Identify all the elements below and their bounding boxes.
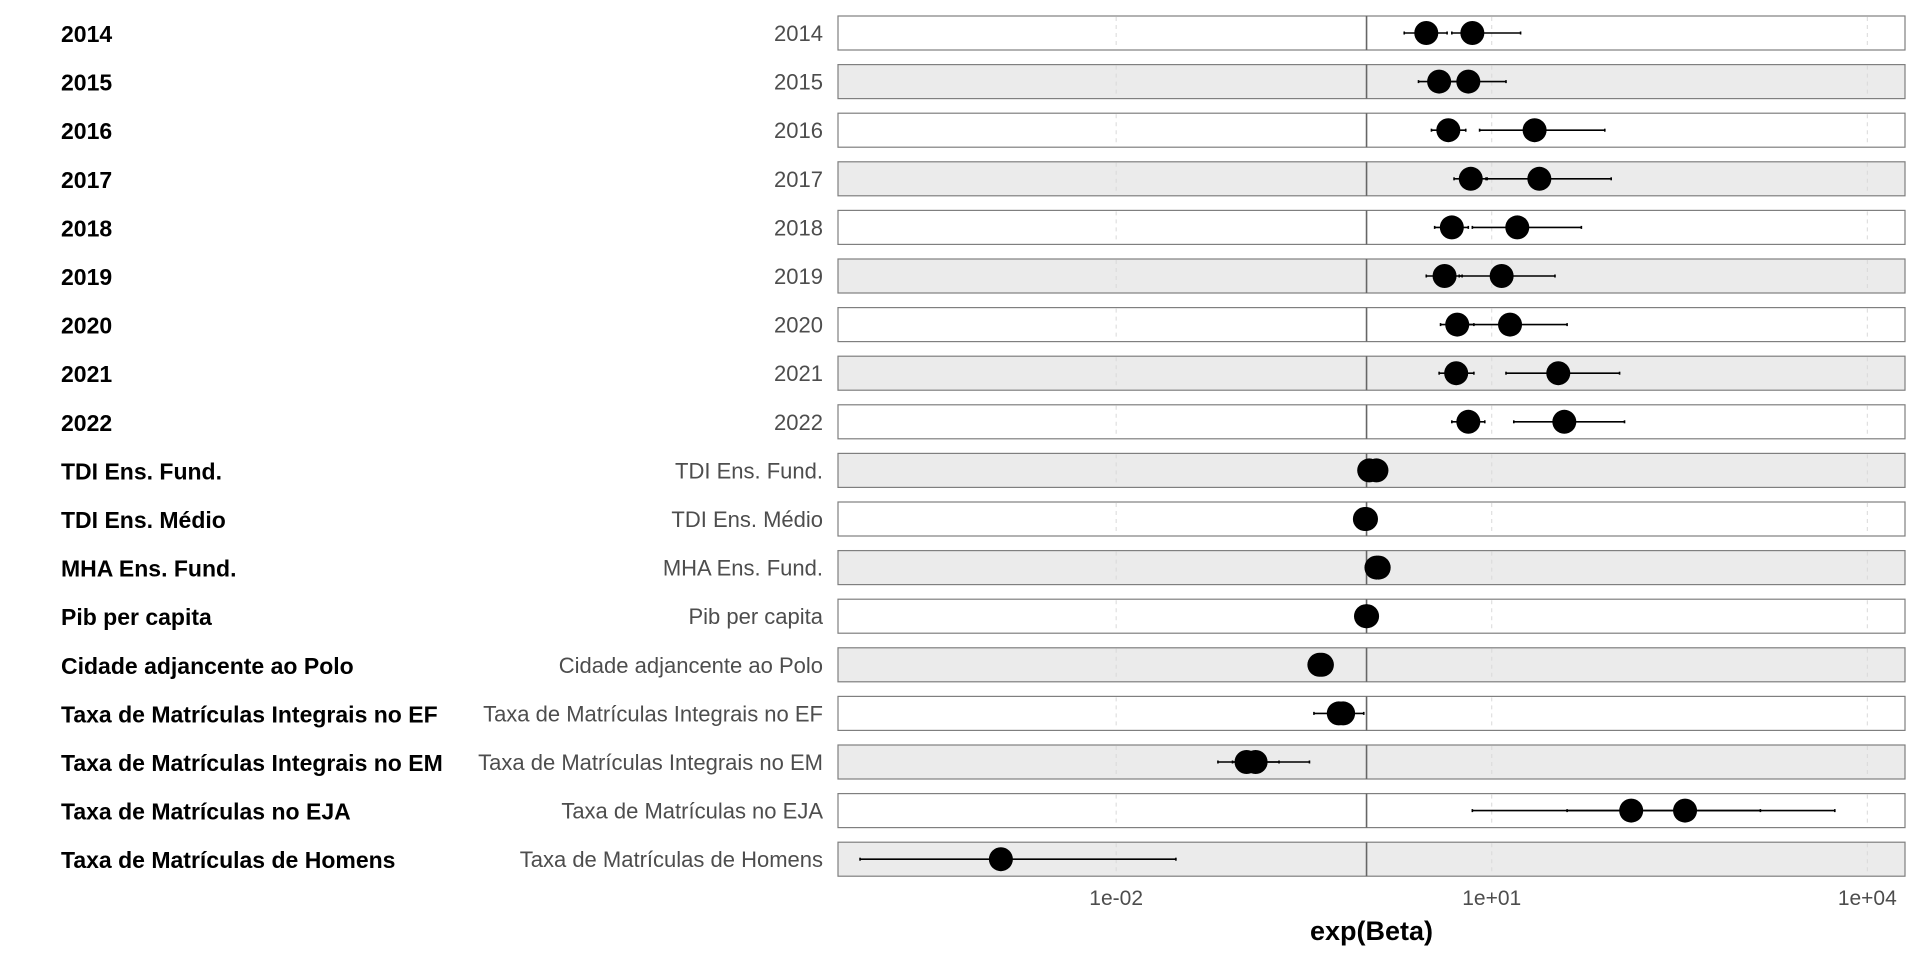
row-band	[837, 355, 1906, 391]
row-band	[837, 15, 1906, 51]
row-label-bold: 2020	[61, 313, 112, 339]
row-band	[837, 112, 1906, 148]
row-label: TDI Ens. Médio	[671, 507, 823, 532]
row-label: 2022	[774, 410, 823, 435]
row-label-bold: 2021	[61, 361, 112, 387]
row-label: 2018	[774, 215, 823, 240]
row-label: 2017	[774, 167, 823, 192]
estimate-point	[1366, 555, 1391, 580]
estimate-point	[1355, 604, 1380, 629]
row-band	[837, 307, 1906, 343]
estimate-point	[1414, 21, 1439, 45]
row-label-bold: TDI Ens. Médio	[61, 507, 226, 533]
estimate-point	[1546, 361, 1571, 386]
row-label: 2016	[774, 118, 823, 143]
estimate-point	[1309, 652, 1334, 677]
x-tick-label: 1e+04	[1838, 887, 1897, 910]
estimate-point	[1436, 118, 1461, 143]
x-tick-label: 1e-02	[1089, 887, 1143, 910]
row-band	[837, 209, 1906, 245]
row-label-bold: 2018	[61, 215, 112, 241]
row-label: 2020	[774, 313, 823, 338]
row-label-bold: 2022	[61, 410, 112, 436]
row-label: Cidade adjancente ao Polo	[559, 653, 823, 678]
x-axis-title: exp(Beta)	[1310, 916, 1433, 946]
estimate-point	[1458, 166, 1483, 191]
row-label: Pib per capita	[688, 604, 823, 629]
estimate-point	[1673, 798, 1698, 823]
estimate-point	[1444, 361, 1469, 386]
row-label: 2019	[774, 264, 823, 289]
row-label: MHA Ens. Fund.	[663, 556, 823, 581]
estimate-point	[1505, 215, 1530, 240]
row-label-bold: Pib per capita	[61, 604, 212, 630]
row-band	[837, 161, 1906, 197]
estimate-point	[988, 847, 1013, 872]
row-band	[837, 63, 1906, 100]
x-tick-label: 1e+01	[1462, 887, 1521, 910]
row-label: Taxa de Matrículas no EJA	[561, 799, 823, 824]
row-label-bold: Taxa de Matrículas de Homens	[61, 847, 395, 873]
estimate-point	[1527, 166, 1552, 191]
row-label-bold: TDI Ens. Fund.	[61, 458, 222, 484]
estimate-point	[1552, 409, 1577, 434]
estimate-point	[1498, 312, 1523, 337]
estimate-point	[1445, 312, 1470, 337]
estimate-point	[1460, 21, 1485, 45]
estimate-point	[1432, 264, 1457, 288]
row-labels: 2014 2014 2015 2015 2016 2016 2017 2017 2018 2018…	[61, 21, 824, 873]
row-label-bold: MHA Ens. Fund.	[61, 556, 236, 582]
estimate-point	[1456, 409, 1481, 434]
row-bands	[837, 15, 1906, 877]
estimate-point	[1427, 69, 1452, 94]
estimate-point	[1331, 701, 1356, 726]
row-label: 2021	[774, 361, 823, 386]
row-label-bold: Cidade adjancente ao Polo	[61, 653, 354, 679]
row-label: Taxa de Matrículas Integrais no EM	[478, 750, 823, 775]
estimate-point	[1489, 264, 1514, 288]
estimate-point	[1439, 215, 1464, 240]
row-band	[837, 744, 1906, 780]
row-band	[837, 695, 1906, 732]
row-label-bold: 2019	[61, 264, 112, 290]
row-label: TDI Ens. Fund.	[675, 458, 823, 483]
row-label-bold: 2014	[61, 21, 112, 47]
row-band	[837, 841, 1906, 877]
row-label-bold: 2016	[61, 118, 112, 144]
x-axis-ticks: 1e-02 1e+01 1e+04	[1089, 887, 1897, 910]
row-label: Taxa de Matrículas de Homens	[520, 847, 823, 872]
row-label: 2014	[774, 21, 823, 46]
row-label-bold: Taxa de Matrículas no EJA	[61, 799, 351, 825]
row-band	[837, 258, 1906, 294]
row-label-bold: Taxa de Matrículas Integrais no EM	[61, 750, 443, 776]
estimate-point	[1353, 507, 1378, 531]
row-band	[837, 647, 1906, 683]
row-band	[837, 404, 1906, 440]
estimate-point	[1522, 118, 1547, 143]
estimate-point	[1243, 750, 1268, 774]
row-label: 2015	[774, 70, 823, 95]
estimate-point	[1364, 458, 1389, 483]
estimate-marks	[859, 21, 1836, 872]
row-label-bold: 2017	[61, 167, 112, 193]
row-label-bold: Taxa de Matrículas Integrais no EF	[61, 701, 438, 727]
estimate-point	[1456, 69, 1481, 94]
row-label-bold: 2015	[61, 70, 112, 96]
row-label: Taxa de Matrículas Integrais no EF	[483, 701, 823, 726]
